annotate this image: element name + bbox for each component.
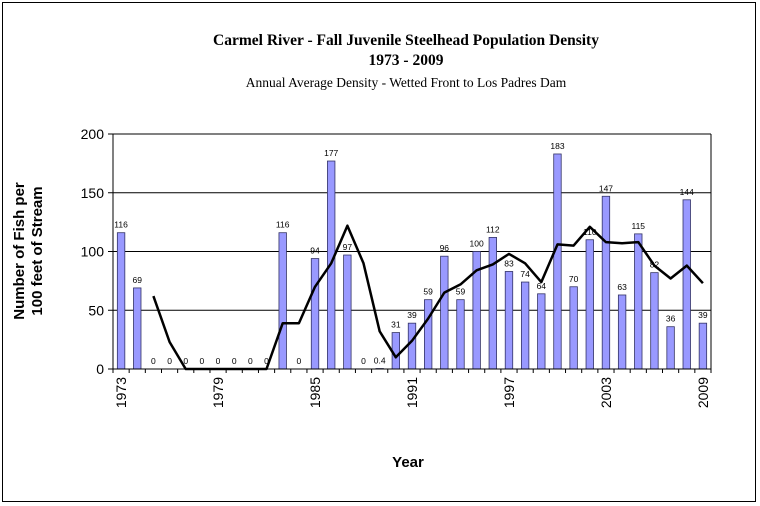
chart-title: Carmel River - Fall Juvenile Steelhead P… xyxy=(213,32,599,49)
data-label: 100 xyxy=(470,239,484,249)
data-label: 147 xyxy=(599,183,613,193)
data-label: 74 xyxy=(520,269,530,279)
data-label: 96 xyxy=(440,243,450,253)
y-axis-label-line1: Number of Fish per xyxy=(11,182,28,320)
x-tick-labels: 1973 1979 1985 1991 1997 2003 2009 xyxy=(113,377,711,408)
gridlines xyxy=(113,133,711,311)
data-label: 0 xyxy=(232,356,237,366)
x-axis-label: Year xyxy=(392,454,424,471)
data-label: 0 xyxy=(200,356,205,366)
data-label: 0 xyxy=(167,356,172,366)
data-label: 70 xyxy=(569,274,579,284)
y-tick-label: 100 xyxy=(81,244,105,260)
data-label: 0 xyxy=(151,356,156,366)
data-label: 0 xyxy=(296,356,301,366)
data-label: 0 xyxy=(361,356,366,366)
bar xyxy=(310,258,320,370)
data-label: 63 xyxy=(617,282,627,292)
bar xyxy=(585,239,594,370)
y-tick-label: 0 xyxy=(96,361,104,377)
data-label: 0 xyxy=(183,356,188,366)
bar xyxy=(440,255,449,370)
x-tick-label: 2003 xyxy=(598,377,614,408)
data-label: 144 xyxy=(680,187,694,197)
chart-subtitle-secondary: Annual Average Density - Wetted Front to… xyxy=(245,75,567,90)
data-label: 83 xyxy=(504,258,514,268)
bar xyxy=(650,272,659,370)
x-tick-label: 1973 xyxy=(113,377,129,408)
data-label: 97 xyxy=(343,242,353,252)
data-label: 31 xyxy=(391,320,401,330)
data-label: 112 xyxy=(486,224,500,234)
x-tick-label: 1979 xyxy=(210,377,226,408)
y-axis-label-line2: 100 feet of Stream xyxy=(29,186,46,315)
data-label: 94 xyxy=(310,246,320,256)
bar-series xyxy=(116,153,708,370)
x-tick-label: 1991 xyxy=(404,377,420,408)
bar xyxy=(456,299,465,370)
bar xyxy=(601,195,611,370)
data-label: 0 xyxy=(264,356,269,366)
bar xyxy=(278,232,287,370)
x-tick-label: 1985 xyxy=(307,377,323,408)
data-label: 0 xyxy=(248,356,253,366)
data-label: 0 xyxy=(216,356,221,366)
bar xyxy=(666,326,675,370)
data-label: 0.4 xyxy=(374,356,386,366)
chart-subtitle: 1973 - 2009 xyxy=(368,52,444,69)
bar xyxy=(698,322,708,370)
bar xyxy=(617,294,627,370)
bar xyxy=(553,153,562,370)
bar xyxy=(343,254,352,370)
data-label: 116 xyxy=(276,220,290,230)
data-label: 177 xyxy=(324,148,338,158)
x-tick-label: 2009 xyxy=(695,377,711,408)
x-tick-label: 1997 xyxy=(501,377,517,408)
data-label: 39 xyxy=(698,310,708,320)
bar xyxy=(407,322,417,370)
bar xyxy=(682,199,691,370)
data-labels: 116 69 0 0 0 0 0 0 0 0 116 0 94 177 97 0 0.4 31 39 59 96 59 10… xyxy=(114,141,708,366)
data-label: 64 xyxy=(537,281,547,291)
bar xyxy=(520,281,530,370)
data-label: 36 xyxy=(666,314,676,324)
bar xyxy=(569,286,578,370)
data-label: 39 xyxy=(407,310,417,320)
bar xyxy=(634,233,643,370)
bar xyxy=(537,293,546,370)
y-tick-label: 50 xyxy=(88,302,104,318)
y-tick-label: 200 xyxy=(81,126,105,142)
bar xyxy=(133,287,142,370)
data-label: 59 xyxy=(456,287,466,297)
data-label: 183 xyxy=(550,141,564,151)
data-label: 69 xyxy=(133,275,143,285)
bar xyxy=(424,299,433,370)
data-label: 110 xyxy=(583,227,597,237)
bar xyxy=(116,232,126,370)
axes xyxy=(108,133,712,373)
data-label: 59 xyxy=(423,287,433,297)
y-tick-labels: 0 50 100 150 200 xyxy=(81,126,105,377)
y-tick-label: 150 xyxy=(81,185,105,201)
bar xyxy=(488,236,497,370)
data-label: 116 xyxy=(114,220,128,230)
data-label: 115 xyxy=(631,221,645,231)
bar xyxy=(504,271,514,370)
